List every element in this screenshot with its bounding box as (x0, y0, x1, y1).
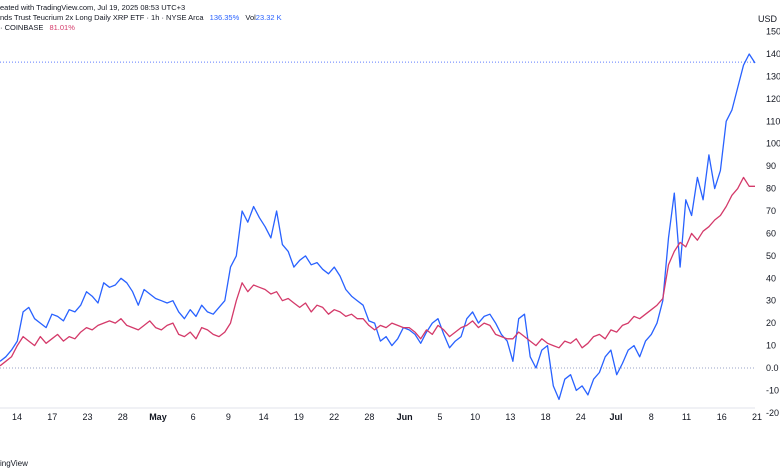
x-tick-label: 14 (12, 412, 22, 422)
x-tick-label: 22 (329, 412, 339, 422)
series-line-1 (0, 53, 756, 401)
y-tick-label: 130 (766, 71, 780, 81)
x-tick-label: 24 (576, 412, 586, 422)
legend-secondary[interactable]: · COINBASE 81.01% (0, 23, 75, 32)
y-tick-label: -20 (766, 408, 779, 418)
x-tick-label: 5 (437, 412, 442, 422)
series-line-2 (0, 176, 755, 367)
x-tick-label: 17 (47, 412, 57, 422)
y-tick-label: 0.0 (766, 363, 779, 373)
x-tick-label: 16 (717, 412, 727, 422)
x-tick-label: May (149, 412, 167, 422)
x-tick-label: 8 (649, 412, 654, 422)
brand-text: ingView (0, 459, 28, 468)
x-tick-label: 11 (682, 412, 691, 422)
y-tick-label: 20 (766, 318, 776, 328)
y-tick-label: -10 (766, 385, 779, 395)
x-tick-label: 10 (470, 412, 480, 422)
x-tick-label: 18 (541, 412, 551, 422)
legend-primary[interactable]: nds Trust Teucrium 2x Long Daily XRP ETF… (0, 13, 282, 22)
footer-brand: ingView (0, 459, 28, 468)
x-tick-label: 21 (752, 412, 762, 422)
y-tick-label: 110 (766, 116, 780, 126)
credit-text: eated with TradingView.com, Jul 19, 2025… (0, 3, 186, 12)
y-tick-label: 60 (766, 228, 776, 238)
y-tick-label: 80 (766, 184, 776, 194)
x-tick-label: Jun (397, 412, 413, 422)
secondary-symbol-title: · COINBASE (0, 23, 44, 32)
x-tick-label: 28 (364, 412, 374, 422)
x-tick-label: 19 (294, 412, 304, 422)
x-tick-label: 23 (82, 412, 92, 422)
y-tick-label: 70 (766, 206, 776, 216)
x-tick-label: 9 (226, 412, 231, 422)
y-tick-label: 140 (766, 49, 780, 59)
y-axis-unit: USD (758, 14, 778, 24)
primary-symbol-title: nds Trust Teucrium 2x Long Daily XRP ETF… (0, 13, 204, 22)
y-tick-label: 100 (766, 139, 780, 149)
y-tick-label: 10 (766, 341, 776, 351)
y-tick-label: 50 (766, 251, 776, 261)
x-tick-label: 14 (259, 412, 269, 422)
x-tick-label: 28 (118, 412, 128, 422)
x-tick-label: 6 (191, 412, 196, 422)
y-tick-label: 90 (766, 161, 776, 171)
y-tick-label: 120 (766, 94, 780, 104)
y-tick-label: 40 (766, 273, 776, 283)
secondary-change-value: 81.01% (49, 23, 75, 32)
primary-change-value: 136.35% (209, 13, 240, 22)
y-tick-label: 150 (766, 27, 780, 37)
x-tick-label: 13 (505, 412, 515, 422)
y-tick-label: 30 (766, 296, 776, 306)
volume-label: Vol (245, 13, 256, 22)
x-tick-label: Jul (610, 412, 623, 422)
volume-value: 23.32 K (255, 13, 282, 22)
chart-credit: eated with TradingView.com, Jul 19, 2025… (0, 3, 185, 12)
